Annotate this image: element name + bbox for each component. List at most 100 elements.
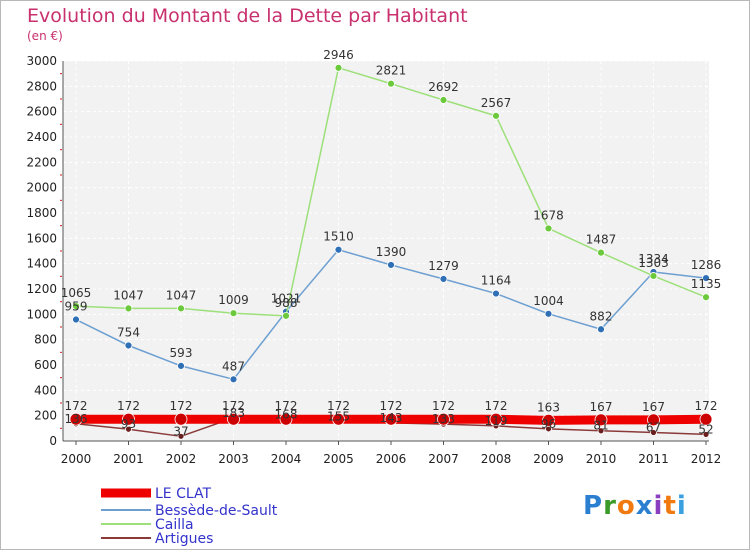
data-label: 167 [590,400,613,414]
data-point [597,248,605,257]
x-tick-label: 2007 [428,452,459,466]
data-label: 167 [642,400,665,414]
data-label: 172 [65,399,88,413]
logo-letter: t [663,491,677,521]
x-tick-label: 2009 [533,452,564,466]
data-point [125,425,132,433]
x-tick-label: 2006 [376,452,407,466]
y-tick-label: 3000 [26,54,57,68]
data-label: 172 [275,399,298,413]
data-point [492,111,500,120]
data-label: 487 [222,359,245,373]
data-label: 2567 [481,96,512,110]
y-tick-label: 2000 [26,181,57,195]
logo-letter: o [616,491,636,521]
legend-label: Artigues [155,531,213,547]
x-tick-label: 2012 [691,452,722,466]
data-point [650,429,657,436]
y-tick-label: 2600 [26,105,57,119]
data-label: 81 [593,419,608,433]
data-label: 172 [170,399,193,413]
data-label: 172 [695,399,718,413]
data-point [72,302,80,311]
x-tick-label: 2004 [271,452,302,466]
data-label: 1009 [218,293,249,307]
data-point [227,412,240,426]
y-tick-label: 1200 [26,282,57,296]
data-label: 133 [432,412,455,426]
data-point [69,412,83,426]
data-label: 1135 [691,277,722,291]
data-point [544,224,553,233]
y-tick-label: 1000 [26,307,57,321]
data-label: 172 [432,399,455,413]
series-le-clat [69,412,713,427]
data-point [124,341,133,350]
data-point [334,63,343,72]
data-point [174,412,188,426]
chart-title: Evolution du Montant de la Dette par Hab… [27,5,468,27]
data-label: 168 [275,408,298,422]
data-point [647,413,660,427]
data-label: 163 [537,400,560,414]
data-label: 1047 [113,288,144,302]
data-point [702,431,710,438]
data-label: 183 [222,406,245,420]
data-label: 172 [327,399,350,413]
y-tick-label: 600 [34,358,57,372]
y-tick-label: 1400 [26,257,57,271]
data-label: 882 [590,309,613,323]
data-label: 136 [65,412,88,426]
data-label: 1487 [586,233,617,247]
x-tick-label: 2008 [481,452,512,466]
y-tick-label: 1800 [26,206,57,220]
y-tick-label: 200 [34,409,57,423]
series-bess-de-de-sault [72,245,710,384]
data-label: 93 [121,417,136,431]
data-label: 155 [327,409,350,423]
data-label: 1279 [428,259,459,273]
data-label: 96 [541,417,556,431]
logo-letter: P [583,491,604,521]
x-tick-label: 2000 [61,452,92,466]
data-label: 1678 [533,208,564,222]
y-tick-label: 0 [49,434,57,448]
y-tick-label: 800 [34,333,57,347]
data-label: 172 [222,399,245,413]
data-point [72,315,80,324]
y-tick-label: 2400 [26,130,57,144]
data-point [177,361,185,370]
data-point [702,274,710,283]
data-label: 1065 [61,286,92,300]
data-label: 754 [117,325,140,339]
data-point [229,375,238,384]
data-point [387,261,395,269]
legend-label: Bessède-de-Sault [155,503,278,519]
data-label: 1303 [638,256,669,270]
data-label: 2692 [428,80,459,94]
data-label: 2946 [323,48,354,62]
legend-label: Cailla [155,517,194,533]
data-label: 172 [380,399,403,413]
data-point [699,412,713,426]
x-tick-label: 2002 [166,452,197,466]
data-point [702,293,710,302]
logo-letter: i [676,491,687,521]
y-tick-label: 400 [34,383,57,397]
data-point [439,96,448,104]
data-point [597,427,605,435]
data-label: 1334 [638,252,669,266]
data-point [439,275,448,283]
data-label: 1390 [376,245,407,259]
data-label: 988 [275,296,298,310]
logo-letter: x [635,491,654,521]
data-label: 172 [485,399,508,413]
data-point [542,413,555,427]
data-label: 37 [173,424,188,438]
data-point [544,309,553,318]
y-tick-label: 2200 [26,155,57,169]
proxiti-logo: Proxiti [583,491,687,521]
x-tick-label: 2011 [638,452,669,466]
